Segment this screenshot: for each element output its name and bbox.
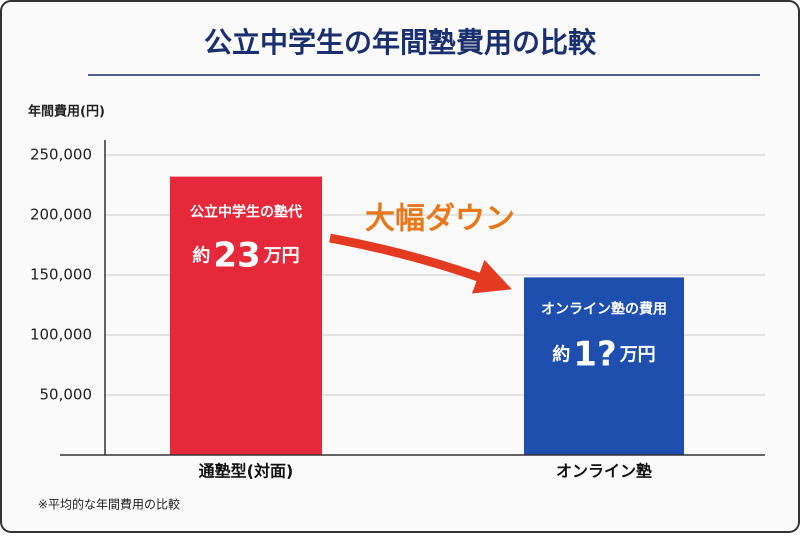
arrow-text: 大幅ダウン <box>365 202 515 237</box>
bar-caption: 公立中学生の塾代 <box>190 204 302 221</box>
x-tick-label: オンライン塾 <box>556 462 652 481</box>
bar <box>170 176 322 455</box>
bar-amount: 約1? 万円 <box>552 334 655 374</box>
amount-suffix: 万円 <box>263 246 300 267</box>
down-arrow <box>329 233 512 294</box>
footnote: ※平均的な年間費用の比較 <box>38 497 180 512</box>
bar-amount: 約23 万円 <box>192 235 299 275</box>
y-tick-label: 250,000 <box>30 146 92 164</box>
y-tick-label: 150,000 <box>30 266 92 284</box>
y-tick-label: 50,000 <box>40 386 93 404</box>
amount-figure: 1? <box>573 334 616 374</box>
y-tick-label: 200,000 <box>30 206 92 224</box>
bar <box>524 277 684 455</box>
chart-title: 公立中学生の年間塾費用の比較 <box>204 26 597 59</box>
amount-prefix: 約 <box>192 245 210 267</box>
amount-suffix: 万円 <box>619 344 656 365</box>
amount-prefix: 約 <box>552 343 570 365</box>
bar-caption: オンライン塾の費用 <box>541 300 667 317</box>
x-tick-label: 通塾型(対面) <box>199 462 294 481</box>
amount-figure: 23 <box>213 235 260 275</box>
y-axis-label: 年間費用(円) <box>28 104 105 120</box>
y-tick-label: 100,000 <box>30 326 92 344</box>
